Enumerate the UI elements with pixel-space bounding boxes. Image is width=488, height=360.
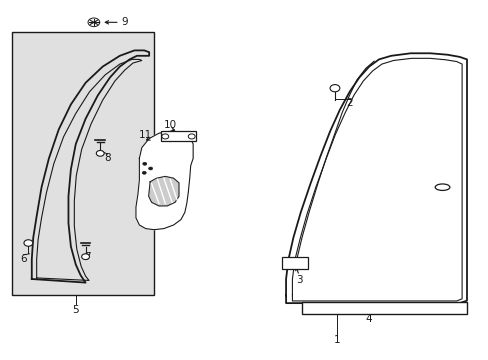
Bar — [302, 302, 466, 314]
Polygon shape — [148, 176, 179, 206]
Bar — [161, 131, 195, 141]
Text: 2: 2 — [346, 98, 352, 108]
Circle shape — [329, 85, 339, 92]
Text: 5: 5 — [72, 305, 79, 315]
Bar — [12, 32, 154, 295]
Circle shape — [142, 171, 146, 174]
Circle shape — [142, 162, 146, 165]
Text: 1: 1 — [333, 335, 340, 345]
Circle shape — [148, 167, 152, 170]
Circle shape — [24, 240, 33, 246]
Text: 3: 3 — [295, 275, 302, 285]
Text: 8: 8 — [104, 153, 111, 163]
Text: 9: 9 — [121, 17, 128, 27]
Text: 7: 7 — [83, 252, 90, 262]
Text: 4: 4 — [365, 314, 372, 324]
Polygon shape — [136, 131, 193, 230]
Circle shape — [188, 134, 195, 139]
Text: 10: 10 — [163, 120, 176, 130]
Text: 11: 11 — [139, 130, 152, 140]
Text: 6: 6 — [20, 254, 27, 264]
Circle shape — [81, 254, 89, 260]
Bar — [282, 257, 307, 269]
Polygon shape — [285, 53, 466, 303]
Circle shape — [162, 134, 168, 139]
Ellipse shape — [434, 184, 449, 190]
Circle shape — [96, 150, 104, 156]
